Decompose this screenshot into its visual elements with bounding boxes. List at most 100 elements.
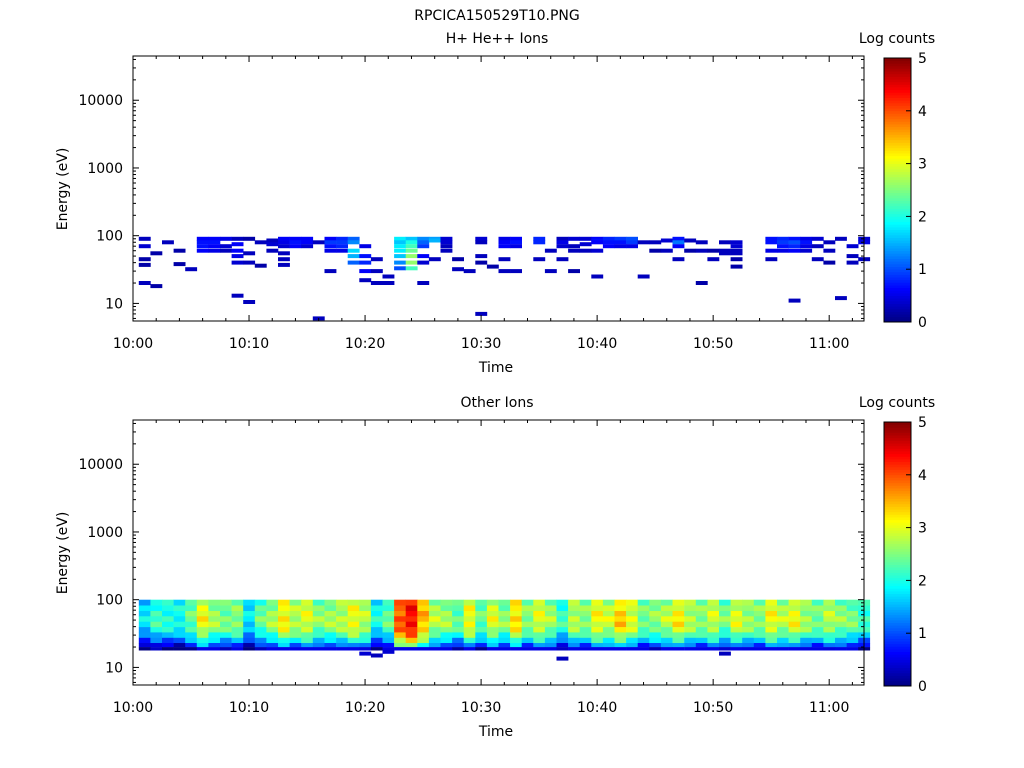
heatmap-cell (533, 240, 546, 245)
heatmap-cell (788, 616, 801, 622)
heatmap-cell (359, 632, 372, 639)
heatmap-cell (208, 248, 221, 253)
heatmap-cell (788, 632, 801, 639)
colorbar-segment (884, 667, 911, 671)
heatmap-cell (649, 643, 662, 648)
heatmap-cell (185, 632, 198, 639)
x-tick-label: 10:20 (345, 700, 385, 716)
heatmap-cell (440, 244, 453, 249)
heatmap-cell (312, 599, 325, 606)
colorbar-tick-label: 2 (918, 209, 927, 225)
colorbar-segment (884, 216, 911, 220)
colorbar-segment (884, 97, 911, 101)
heatmap-cell (301, 236, 314, 241)
heatmap-cell (463, 643, 476, 648)
heatmap-cell (614, 647, 627, 651)
heatmap-cell (695, 599, 708, 606)
colorbar-segment (884, 282, 911, 286)
heatmap-cell (185, 616, 198, 622)
colorbar-segment (884, 519, 911, 523)
colorbar-segment (884, 535, 911, 539)
heatmap-cell (811, 621, 824, 628)
colorbar-segment (884, 612, 911, 616)
x-tick-label: 10:30 (461, 700, 501, 716)
heatmap-cell (579, 242, 592, 247)
heatmap-cell (440, 627, 453, 633)
heatmap-cell (811, 637, 824, 644)
heatmap-cell (579, 599, 592, 606)
colorbar-segment (884, 187, 911, 191)
colorbar-segment (884, 524, 911, 528)
colorbar-segment (884, 224, 911, 228)
heatmap-cell (544, 627, 557, 633)
heatmap-cell (324, 269, 337, 274)
colorbar-segment (884, 532, 911, 536)
colorbar-segment (884, 108, 911, 112)
heatmap-cell (428, 616, 441, 622)
heatmap-cell (556, 605, 569, 612)
colorbar-segment (884, 303, 911, 307)
colorbar-segment (884, 195, 911, 199)
heatmap-cell (521, 632, 534, 639)
heatmap-cell (312, 605, 325, 612)
heatmap-cell (510, 611, 522, 617)
heatmap-cell (579, 611, 592, 617)
heatmap-cell (556, 647, 569, 651)
colorbar-segment (884, 179, 911, 183)
heatmap-cell (498, 599, 511, 606)
colorbar-segment (884, 601, 911, 605)
heatmap-cell (347, 605, 360, 612)
heatmap-cell (660, 616, 673, 622)
heatmap-cell (254, 611, 267, 617)
heatmap-cell (289, 599, 302, 606)
panel-2-ticks: 10:00 10:10 10:20 10:30 10:40 10:50 11:00 10 100… (78, 420, 864, 716)
heatmap-cell (370, 621, 383, 628)
heatmap-cell (486, 621, 499, 628)
heatmap-cell (220, 632, 232, 639)
heatmap-cell (289, 244, 302, 249)
heatmap-cell (405, 643, 418, 648)
heatmap-cell (173, 605, 186, 612)
heatmap-cell (637, 240, 650, 245)
heatmap-cell (777, 643, 789, 648)
heatmap-cell (231, 616, 244, 622)
heatmap-cell (579, 627, 592, 633)
heatmap-cell (533, 605, 546, 612)
heatmap-cell (765, 627, 778, 633)
heatmap-cell (278, 599, 290, 606)
heatmap-cell (185, 647, 198, 651)
heatmap-cell (823, 632, 836, 639)
colorbar-segment (884, 469, 911, 473)
colorbar-segment (884, 266, 911, 270)
heatmap-cell (405, 260, 418, 265)
heatmap-cell (649, 248, 662, 253)
colorbar-segment (884, 556, 911, 560)
heatmap-cell (544, 605, 557, 612)
colorbar-segment (884, 316, 911, 320)
heatmap-cell (173, 611, 186, 617)
colorbar-segment (884, 429, 911, 433)
heatmap-cell (614, 632, 627, 639)
heatmap-cell (835, 296, 847, 301)
heatmap-cell (521, 616, 534, 622)
heatmap-cell (370, 653, 383, 658)
heatmap-cell (173, 643, 186, 648)
colorbar-segment (884, 435, 911, 439)
colorbar-segment (884, 620, 911, 624)
heatmap-cell (138, 611, 151, 617)
heatmap-cell (707, 599, 720, 606)
panel-2-ylabel: Energy (eV) (55, 512, 71, 595)
heatmap-cell (649, 605, 662, 612)
heatmap-cell (556, 632, 569, 639)
colorbar-segment (884, 237, 911, 241)
colorbar-segment (884, 256, 911, 260)
heatmap-cell (579, 605, 592, 612)
heatmap-cell (185, 267, 198, 272)
heatmap-cell (591, 274, 604, 279)
heatmap-cell (162, 643, 174, 648)
heatmap-cell (521, 621, 534, 628)
heatmap-cell (417, 599, 430, 606)
heatmap-cell (428, 599, 441, 606)
heatmap-cell (266, 611, 279, 617)
heatmap-cell (846, 632, 859, 639)
